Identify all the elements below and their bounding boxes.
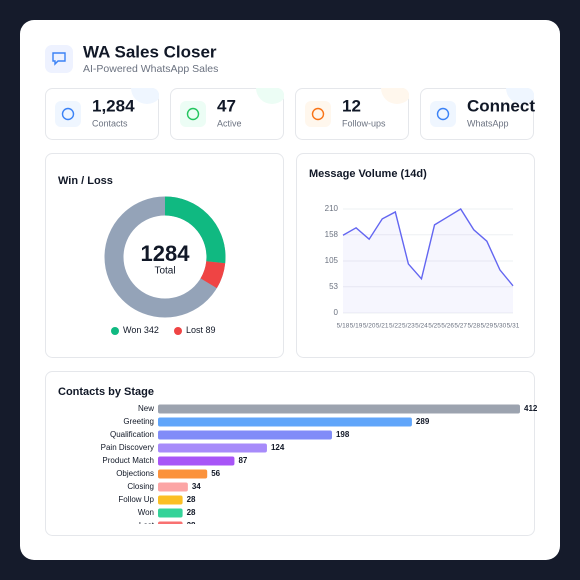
app-title: WA Sales Closer xyxy=(83,42,217,61)
stat-icon xyxy=(61,107,75,121)
bar xyxy=(158,521,183,524)
y-tick-label: 158 xyxy=(325,230,339,239)
x-tick-label: 5/27 xyxy=(454,323,467,330)
legend-name: Won xyxy=(123,325,141,335)
app-subtitle: AI-Powered WhatsApp Sales xyxy=(83,63,218,75)
bar xyxy=(158,495,183,505)
legend-value: 342 xyxy=(144,325,159,335)
chart-title: Win / Loss xyxy=(58,175,113,187)
category-label: Follow Up xyxy=(118,495,154,504)
category-label: Qualification xyxy=(110,430,154,439)
y-tick-label: 105 xyxy=(325,256,339,265)
category-label: Product Match xyxy=(102,456,154,465)
stat-value: 12 xyxy=(342,96,361,115)
stat-icon-box xyxy=(55,101,81,127)
bar xyxy=(158,430,332,440)
logo-box xyxy=(45,45,73,73)
bar xyxy=(158,456,235,466)
decoration xyxy=(131,88,159,104)
stat-value: Connect xyxy=(467,96,535,115)
x-tick-label: 5/23 xyxy=(402,323,415,330)
legend-name: Lost xyxy=(186,325,204,335)
y-tick-label: 0 xyxy=(334,308,339,317)
legend-entry: Lost 89 xyxy=(186,325,216,335)
bar xyxy=(158,404,520,414)
logo-icon xyxy=(52,52,66,66)
stat-icon xyxy=(186,107,200,121)
category-label: Pain Discovery xyxy=(101,443,154,452)
category-label: Lost xyxy=(139,521,155,530)
chart-title: Message Volume (14d) xyxy=(309,168,427,180)
bar-chart: New 412 Greeting 289 Qualification 198 Pain Di… xyxy=(101,404,538,530)
line-card xyxy=(296,153,535,358)
x-tick-label: 5/30 xyxy=(494,323,507,330)
value-label: 412 xyxy=(524,404,538,413)
bar xyxy=(158,417,412,427)
x-tick-label: 5/24 xyxy=(415,323,428,330)
stat-value: 47 xyxy=(217,96,236,115)
bar xyxy=(158,482,188,492)
legend-value: 89 xyxy=(206,325,216,335)
stat-icon-box xyxy=(430,101,456,127)
value-label: 87 xyxy=(238,456,247,465)
x-tick-label: 5/22 xyxy=(389,323,402,330)
category-label: Greeting xyxy=(123,417,154,426)
x-tick-label: 5/21 xyxy=(376,323,389,330)
stat-label: Follow-ups xyxy=(342,118,386,128)
x-tick-label: 5/31 xyxy=(507,323,520,330)
value-label: 28 xyxy=(187,521,196,530)
decoration xyxy=(506,88,534,104)
stat-icon-box xyxy=(180,101,206,127)
value-label: 289 xyxy=(416,417,430,426)
x-tick-label: 5/20 xyxy=(363,323,376,330)
decoration xyxy=(256,88,284,104)
x-tick-label: 5/26 xyxy=(441,323,454,330)
legend-entry: Won 342 xyxy=(123,325,159,335)
stat-label: WhatsApp xyxy=(467,118,509,128)
category-label: Objections xyxy=(116,469,154,478)
x-tick-label: 5/29 xyxy=(481,323,494,330)
x-tick-label: 5/19 xyxy=(350,323,363,330)
legend-swatch xyxy=(111,327,119,335)
bar xyxy=(158,469,208,479)
category-label: Closing xyxy=(127,482,154,491)
line xyxy=(342,208,514,287)
value-label: 28 xyxy=(187,495,196,504)
stat-icon xyxy=(311,107,325,121)
stat-label: Contacts xyxy=(92,118,128,128)
stat-value: 1,284 xyxy=(92,96,135,115)
stat-label: Active xyxy=(217,118,242,128)
category-label: Won xyxy=(138,508,154,517)
value-label: 56 xyxy=(211,469,220,478)
value-label: 34 xyxy=(192,482,201,491)
donut-segment xyxy=(104,196,226,318)
stat-icon-box xyxy=(305,101,331,127)
bar xyxy=(158,508,183,518)
stat-cards: 1,284 Contacts 47 Active 12 Follow-ups Connect… xyxy=(45,88,535,140)
x-tick-label: 5/25 xyxy=(428,323,441,330)
stat-icon xyxy=(436,107,450,121)
decoration xyxy=(381,88,409,104)
bar xyxy=(158,443,267,453)
area xyxy=(343,209,513,313)
chart-title: Contacts by Stage xyxy=(58,386,154,398)
value-label: 124 xyxy=(271,443,285,452)
y-tick-label: 210 xyxy=(325,204,339,213)
value-label: 28 xyxy=(187,508,196,517)
y-tick-label: 53 xyxy=(329,282,338,291)
x-tick-label: 5/28 xyxy=(467,323,480,330)
x-tick-label: 5/18 xyxy=(337,323,350,330)
legend-swatch xyxy=(174,327,182,335)
donut-card xyxy=(45,153,284,358)
category-label: New xyxy=(138,404,154,413)
value-label: 198 xyxy=(336,430,350,439)
donut-total-label: Total xyxy=(154,266,175,277)
donut-total: 1284 xyxy=(141,241,191,266)
